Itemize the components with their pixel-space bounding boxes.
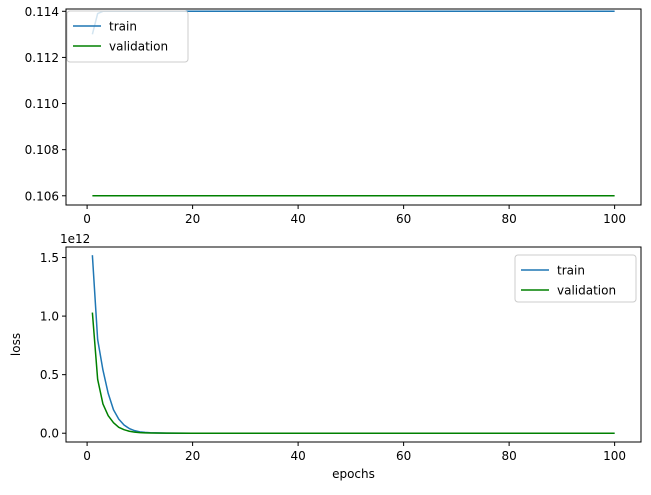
- x-tick-label: 0: [83, 212, 91, 226]
- x-tick-label: 80: [501, 449, 516, 463]
- legend-label-validation: validation: [109, 40, 168, 54]
- bottom-x-axis: 0 20 40 60 80 100: [83, 442, 626, 463]
- legend-box: [66, 10, 189, 63]
- legend-label-train: train: [557, 264, 585, 278]
- y-tick-label: 0.0: [40, 427, 59, 441]
- x-tick-label: 40: [290, 212, 305, 226]
- top-plot-frame: [65, 8, 642, 206]
- legend-label-train: train: [109, 20, 137, 34]
- x-tick-label: 20: [185, 449, 200, 463]
- top-legend: train validation: [66, 10, 189, 63]
- x-tick-label: 100: [603, 212, 626, 226]
- y-tick-label: 0.108: [25, 143, 59, 157]
- y-tick-label: 0.106: [25, 189, 59, 203]
- x-tick-label: 60: [396, 449, 411, 463]
- top-x-axis: 0 20 40 60 80 100: [83, 205, 626, 226]
- y-tick-label: 1.5: [40, 251, 59, 265]
- x-tick-label: 40: [290, 449, 305, 463]
- series-line-validation: [91, 312, 615, 434]
- bottom-plot-frame: [65, 246, 642, 443]
- y-tick-label: 0.112: [25, 51, 59, 65]
- bottom-y-offset-label: 1e12: [60, 232, 90, 246]
- legend-label-validation: validation: [557, 284, 616, 298]
- y-tick-label: 0.114: [25, 5, 59, 19]
- top-y-axis: 0.106 0.108 0.110 0.112 0.114: [25, 5, 66, 203]
- top-subplot: 0.106 0.108 0.110 0.112 0.114 0 20 40 60 80 100 t…: [25, 5, 642, 226]
- y-tick-label: 0.110: [25, 97, 59, 111]
- y-tick-label: 0.5: [40, 368, 59, 382]
- bottom-y-axis-label: loss: [9, 333, 23, 356]
- bottom-subplot: 0.0 0.5 1.0 1.5 0 20 40 60 80 100 loss epochs 1e…: [9, 232, 642, 481]
- bottom-x-axis-label: epochs: [332, 467, 375, 481]
- x-tick-label: 100: [603, 449, 626, 463]
- bottom-y-axis: 0.0 0.5 1.0 1.5: [40, 251, 66, 441]
- x-tick-label: 80: [501, 212, 516, 226]
- x-tick-label: 20: [185, 212, 200, 226]
- x-tick-label: 0: [83, 449, 91, 463]
- y-tick-label: 1.0: [40, 310, 59, 324]
- bottom-legend: train validation: [514, 254, 637, 303]
- bottom-series-group: [91, 255, 615, 434]
- x-tick-label: 60: [396, 212, 411, 226]
